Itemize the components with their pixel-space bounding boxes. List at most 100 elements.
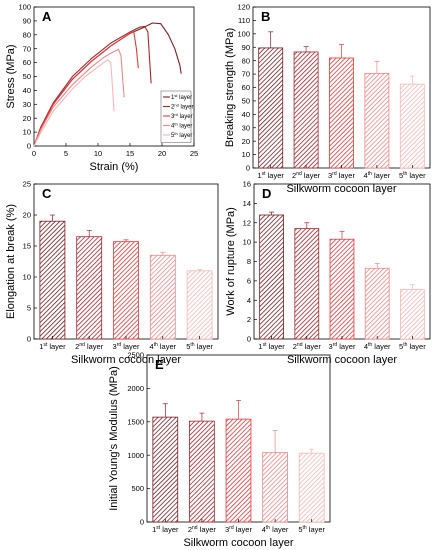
bar-E-layer-2 <box>189 420 215 523</box>
y-tick-label-E: 0 <box>140 518 144 527</box>
y-tick-label-D: 6 <box>247 276 251 285</box>
bar-D-layer-5 <box>400 289 425 340</box>
y-tick-label-A: 10 <box>23 128 31 137</box>
y-axis-title-A: Stress (MPa) <box>5 44 17 108</box>
bar-C-layer-4 <box>149 254 176 340</box>
y-tick-label-A: 90 <box>23 17 31 26</box>
series-line-layer-2 <box>33 25 152 147</box>
y-tick-label-A: 80 <box>23 30 31 39</box>
y-axis-title-B: Breaking strength (MPa) <box>224 28 236 147</box>
x-tick-label-E: 1st layer <box>152 525 179 534</box>
y-tick-label-B: 120 <box>237 3 250 12</box>
x-tick-label-E: 5th layer <box>298 525 325 534</box>
y-tick-label-C: 15 <box>23 242 31 251</box>
x-tick-label-A: 5 <box>64 149 68 158</box>
x-tick-label-A: 25 <box>190 149 198 158</box>
y-tick-label-C: 25 <box>23 180 31 189</box>
y-axis-title-D: Work of rupture (MPa) <box>225 207 237 316</box>
panel-D: 0 2 4 6 8 10 12 14 16 Work of rupture (MPa) Silkwo… <box>225 180 431 366</box>
series-line-layer-1 <box>33 22 182 147</box>
panel-label-D: D <box>262 186 271 201</box>
x-tick-label-E: 3rd layer <box>225 525 252 534</box>
y-tick-label-A: 40 <box>23 86 31 95</box>
x-tick-label-A: 0 <box>32 149 36 158</box>
y-tick-label-D: 2 <box>247 315 251 324</box>
legend-box <box>160 90 192 143</box>
y-tick-label-B: 60 <box>242 83 250 92</box>
bar-D-layer-3 <box>329 238 355 340</box>
y-tick-label-A: 50 <box>23 72 31 81</box>
bar-E-layer-1 <box>152 416 179 523</box>
x-tick-label-B: 1st layer <box>257 171 284 180</box>
x-tick-label-D: 1st layer <box>258 342 285 351</box>
x-axis-title-A: Strain (%) <box>90 161 139 173</box>
bar-B-layer-1 <box>258 47 284 169</box>
y-tick-label-E: 1000 <box>127 451 144 460</box>
y-tick-label-B: 10 <box>242 150 250 159</box>
y-tick-label-B: 110 <box>238 16 250 25</box>
panel-label-A: A <box>42 9 52 24</box>
panel-label-E: E <box>155 357 164 372</box>
bar-B-layer-4 <box>364 73 390 169</box>
y-tick-label-D: 16 <box>243 180 251 189</box>
x-tick-label-D: 3rd layer <box>329 342 356 351</box>
y-tick-label-D: 4 <box>247 296 251 305</box>
x-tick-label-A: 10 <box>94 149 102 158</box>
bar-D-layer-4 <box>364 267 390 340</box>
y-tick-label-B: 90 <box>242 43 250 52</box>
bar-B-layer-3 <box>329 57 354 169</box>
series-line-layer-3 <box>33 31 139 147</box>
y-tick-label-C: 0 <box>27 335 31 344</box>
panel-E: 0 500 1000 1500 2000 2500 Initial Young's Modu… <box>108 351 331 549</box>
legend-label-layer-5: 5th layer <box>171 131 192 139</box>
panel-label-C: C <box>42 186 52 201</box>
y-tick-label-B: 50 <box>242 97 250 106</box>
bar-C-layer-5 <box>186 270 213 340</box>
panel-B: 0 10 20 30 40 50 60 70 80 90 100 110 120 Breaking str… <box>224 3 431 195</box>
y-tick-label-B: 100 <box>237 29 250 38</box>
x-tick-label-B: 2nd layer <box>292 171 321 180</box>
y-tick-label-D: 0 <box>247 335 251 344</box>
bar-D-layer-2 <box>294 228 320 340</box>
y-tick-label-D: 8 <box>247 257 251 266</box>
y-tick-label-A: 60 <box>23 58 31 67</box>
y-axis-title-E: Initial Young's Modulus (MPa) <box>108 366 120 511</box>
x-tick-label-D: 2nd layer <box>293 342 322 351</box>
y-tick-label-B: 80 <box>242 56 250 65</box>
y-tick-label-C: 20 <box>23 211 31 220</box>
panel-C: 0 5 10 15 20 25 Elongation at break (%) Silkwor… <box>5 180 219 366</box>
legend-label-layer-2: 2nd layer <box>171 103 193 111</box>
y-tick-label-A: 30 <box>23 100 31 109</box>
panel-label-B: B <box>261 9 270 24</box>
x-tick-label-E: 4th layer <box>262 525 289 534</box>
y-axis-title-C: Elongation at break (%) <box>5 204 17 319</box>
bar-E-layer-4 <box>262 452 288 523</box>
bar-E-layer-5 <box>298 452 325 523</box>
series-line-layer-5 <box>33 59 115 147</box>
y-tick-label-B: 0 <box>246 164 250 173</box>
x-axis-title-E: Silkworm cocoon layer <box>183 537 293 549</box>
y-tick-label-B: 20 <box>242 137 250 146</box>
x-tick-label-C: 1st layer <box>39 342 66 351</box>
y-tick-label-D: 10 <box>243 238 251 247</box>
bar-B-layer-2 <box>293 51 319 169</box>
x-tick-label-D: 5th layer <box>399 342 426 351</box>
x-tick-label-A: 15 <box>126 149 134 158</box>
x-tick-label-C: 5th layer <box>186 342 213 351</box>
series-line-layer-4 <box>33 48 125 147</box>
x-tick-label-C: 3rd layer <box>113 342 140 351</box>
y-tick-label-B: 70 <box>242 70 250 79</box>
y-tick-label-B: 40 <box>242 110 250 119</box>
x-tick-label-D: 4th layer <box>364 342 391 351</box>
legend-label-layer-4: 4th layer <box>171 122 192 130</box>
y-tick-label-C: 5 <box>27 304 31 313</box>
y-tick-label-C: 10 <box>23 273 31 282</box>
bar-D-layer-1 <box>259 214 284 340</box>
bar-C-layer-3 <box>113 241 139 340</box>
y-tick-label-A: 70 <box>23 44 31 53</box>
y-tick-label-A: 100 <box>18 3 31 12</box>
y-tick-label-E: 2000 <box>127 384 144 393</box>
x-tick-label-E: 2nd layer <box>188 525 217 534</box>
